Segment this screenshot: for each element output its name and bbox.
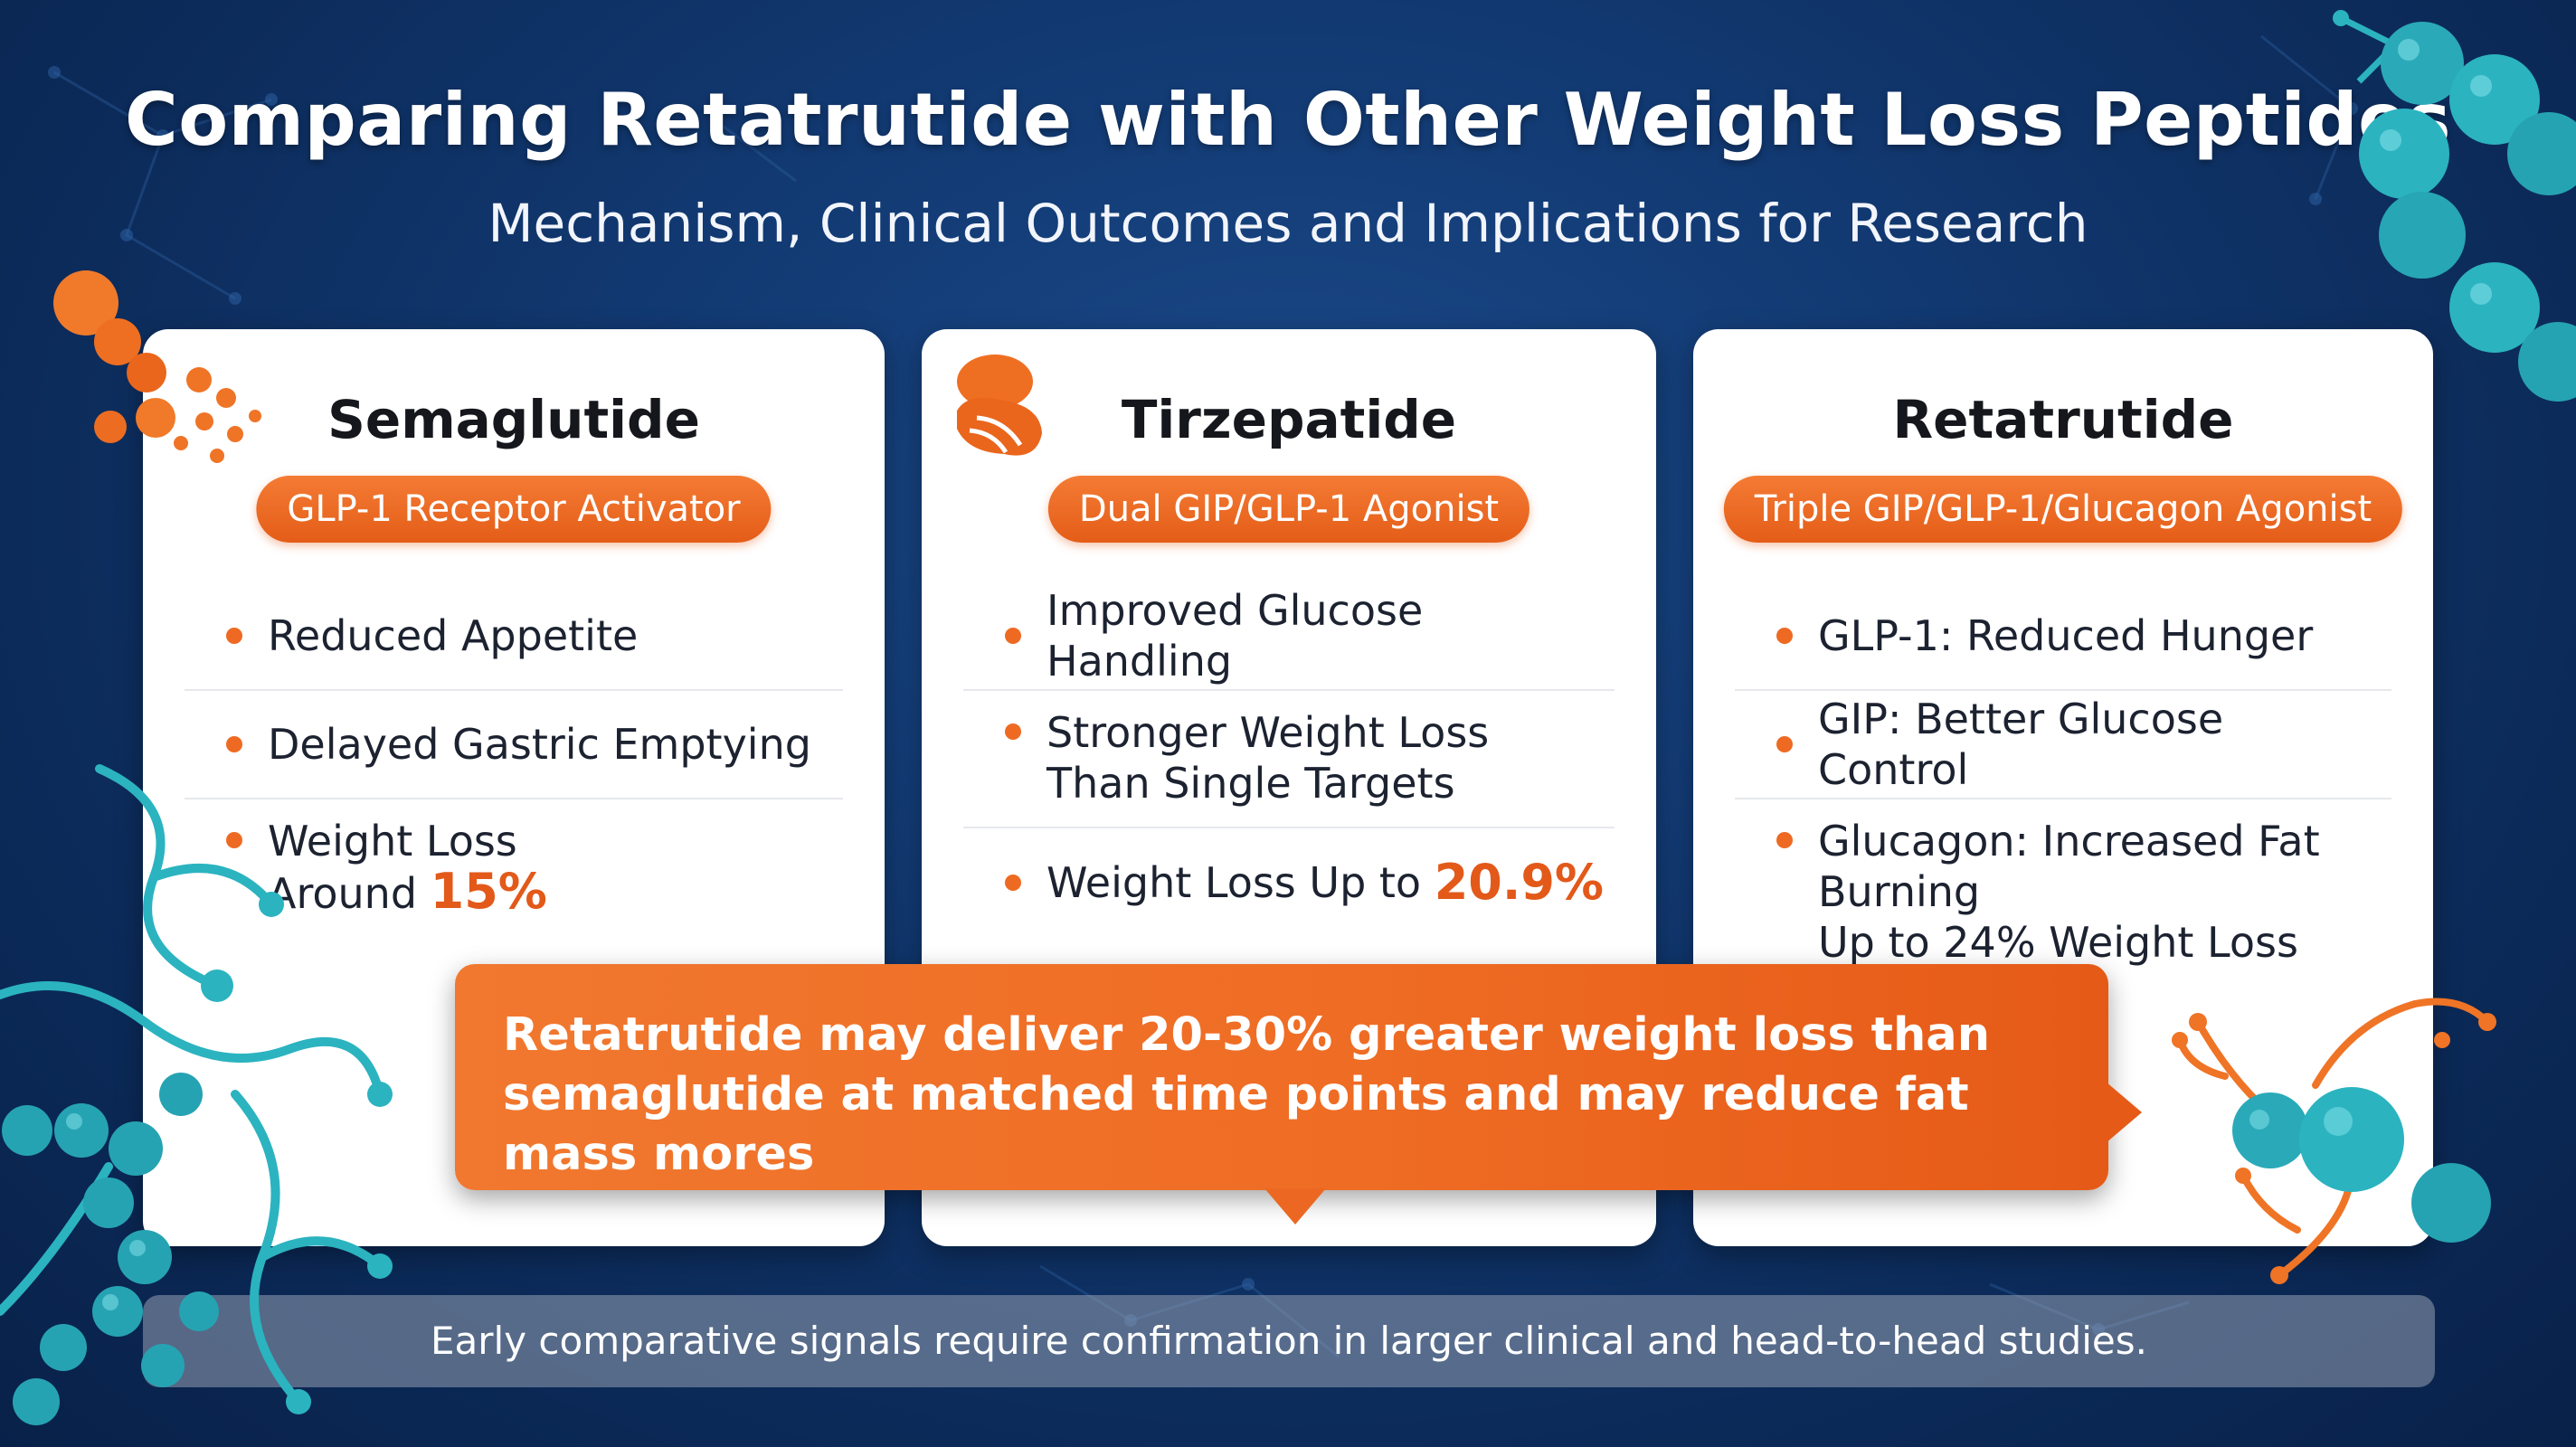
bullet-dot-icon [1776,628,1793,644]
callout-line: Retatrutide may deliver 20-30% greater w… [503,1008,1991,1062]
bullet-list: Reduced Appetite Delayed Gastric Emptyin… [185,582,843,935]
bullet-dot-icon [1005,875,1021,891]
footer-note: Early comparative signals require confir… [143,1295,2435,1387]
callout-pointer [1264,1188,1326,1225]
mechanism-badge: Dual GIP/GLP-1 Agonist [1047,476,1530,543]
list-item: GLP-1: Reduced Hunger [1735,582,2391,691]
bullet-list: Improved Glucose Handling Stronger Weigh… [963,582,1615,937]
list-item: GIP: Better Glucose Control [1735,691,2391,799]
bullet-dot-icon [1005,724,1021,740]
bullet-dot-icon [1776,832,1793,848]
bullet-list: GLP-1: Reduced Hunger GIP: Better Glucos… [1735,582,2391,984]
page-subtitle: Mechanism, Clinical Outcomes and Implica… [488,193,2088,254]
page-title: Comparing Retatrutide with Other Weight … [124,78,2451,162]
card-title: Tirzepatide [1121,389,1457,450]
list-item: Reduced Appetite [185,582,843,691]
bullet-dot-icon [226,736,242,752]
bullet-dot-icon [226,628,242,644]
bullet-dot-icon [1005,628,1021,644]
list-item: Weight Loss Up to 20.9% [963,828,1615,937]
comparison-callout: Retatrutide may deliver 20-30% greater w… [455,964,2108,1190]
list-item: Stronger Weight Loss Than Single Targets [963,691,1615,828]
weight-loss-highlight: 20.9% [1434,854,1605,911]
list-item: Glucagon: Increased Fat Burning Up to 24… [1735,799,2391,984]
callout-line: semaglutide at matched time points and m… [503,1068,1969,1181]
list-item: Delayed Gastric Emptying [185,691,843,799]
callout-pointer [2106,1082,2142,1143]
mechanism-badge: GLP-1 Receptor Activator [256,476,772,543]
header: Comparing Retatrutide with Other Weight … [0,78,2576,254]
mechanism-badge: Triple GIP/GLP-1/Glucagon Agonist [1723,476,2403,543]
list-item: Improved Glucose Handling [963,582,1615,691]
bullet-dot-icon [226,832,242,848]
card-title: Semaglutide [327,389,700,450]
bullet-dot-icon [1776,736,1793,752]
card-title: Retatrutide [1892,389,2234,450]
list-item: Weight Loss Around 15% [185,799,843,935]
weight-loss-highlight: 15% [430,863,547,920]
